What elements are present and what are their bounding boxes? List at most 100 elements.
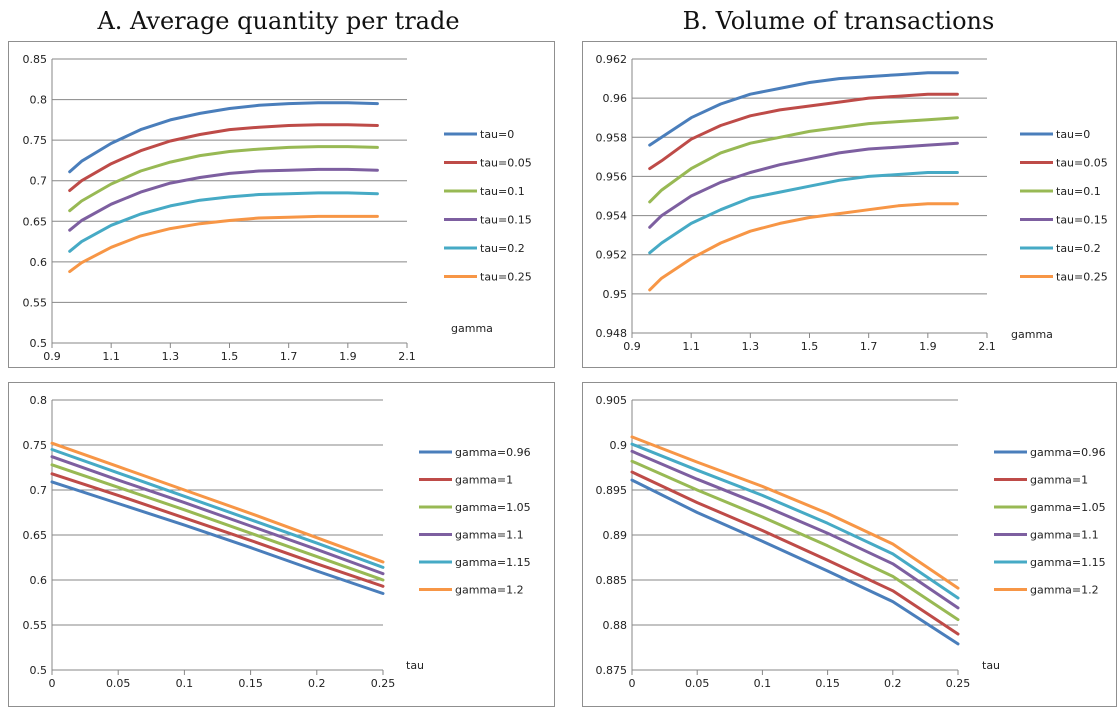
x-axis-label: tau [982,659,1000,672]
x-tick-label: 0.9 [623,340,641,353]
y-tick-label: 0.958 [596,131,628,144]
x-axis-label: tau [406,659,424,672]
series-line-3 [68,167,379,232]
x-tick-label: 1.7 [860,340,878,353]
legend-label: gamma=1.05 [455,501,531,514]
series-line-0 [68,101,379,174]
legend-label: tau=0.2 [480,242,525,255]
x-tick-label: 1.5 [801,340,819,353]
series-line-2 [68,145,379,213]
x-tick-label: 0.1 [754,677,772,690]
y-tick-label: 0.6 [30,574,48,587]
y-tick-label: 0.956 [596,170,628,183]
y-tick-label: 0.948 [596,327,628,340]
legend-label: tau=0.2 [1056,242,1101,255]
y-tick-label: 0.905 [596,394,628,407]
chart-volume-vs-tau: 0.875 0.88 0.885 0.89 0.895 0.9 0.905 0 0.05 0.1 0… [596,394,1106,690]
legend-label: gamma=0.96 [1030,446,1106,459]
series-line-0 [630,478,960,646]
x-tick-label: 1.7 [280,350,298,363]
legend-label: tau=0.1 [1056,185,1101,198]
legend-label: tau=0.25 [1056,271,1108,284]
series-line-4 [630,442,960,600]
y-tick-label: 0.65 [23,215,48,228]
x-tick-label: 1.1 [102,350,120,363]
legend-label: tau=0.25 [480,271,532,284]
column-title-b: B. Volume of transactions [682,7,995,35]
x-tick-label: 0.2 [308,677,326,690]
y-tick-label: 0.7 [30,484,48,497]
series-line-3 [50,455,385,576]
x-tick-label: 2.1 [398,350,416,363]
x-tick-label: 0.9 [43,350,61,363]
y-tick-label: 0.89 [603,529,628,542]
series-line-0 [648,71,959,147]
y-tick-label: 0.96 [603,92,628,105]
legend-label: tau=0 [480,128,514,141]
legend-label: gamma=1.1 [1030,529,1099,542]
y-tick-label: 0.85 [23,53,48,66]
x-tick-label: 0.2 [884,677,902,690]
y-tick-label: 0.954 [596,210,628,223]
chart-avg-quantity-vs-tau: 0.5 0.55 0.6 0.65 0.7 0.75 0.8 0 0.05 0.1 0.15 0.2 0… [23,394,531,690]
series-line-0 [50,480,385,595]
legend-label: gamma=1.05 [1030,501,1106,514]
legend-label: tau=0.05 [1056,157,1108,170]
x-tick-label: 1.1 [682,340,700,353]
x-tick-label: 0.1 [176,677,194,690]
y-tick-label: 0.95 [603,288,628,301]
series-line-1 [50,472,385,588]
y-tick-label: 0.895 [596,484,628,497]
x-tick-label: 1.9 [919,340,937,353]
legend-label: gamma=1.15 [455,556,531,569]
legend-label: gamma=0.96 [455,446,531,459]
x-tick-label: 0 [49,677,56,690]
y-tick-label: 0.952 [596,249,628,262]
x-tick-label: 0.05 [685,677,710,690]
legend-label: gamma=1.1 [455,529,524,542]
series-line-3 [630,449,960,610]
x-axis-label: gamma [1011,328,1053,341]
y-tick-label: 0.75 [23,134,48,147]
legend-label: tau=0.15 [1056,214,1108,227]
legend-label: gamma=1.2 [1030,584,1099,597]
legend-label: tau=0.1 [480,185,525,198]
series-line-1 [630,470,960,636]
series-line-4 [50,448,385,569]
x-tick-label: 0.15 [815,677,840,690]
series-line-1 [68,123,379,192]
y-tick-label: 0.9 [610,439,628,452]
legend-label: gamma=1.2 [455,584,524,597]
y-tick-label: 0.885 [596,574,628,587]
y-tick-label: 0.75 [23,439,48,452]
legend-label: gamma=1.15 [1030,556,1106,569]
legend-label: gamma=1 [1030,474,1088,487]
y-tick-label: 0.875 [596,664,628,677]
x-tick-label: 0.25 [946,677,971,690]
x-tick-label: 1.3 [162,350,180,363]
x-tick-label: 0.05 [106,677,131,690]
chart-panel-volume-vs-gamma: 0.948 0.95 0.952 0.954 0.956 0.958 0.96 0.962 0.… [582,41,1117,368]
y-tick-label: 0.5 [30,337,48,350]
chart-panel-avg-quantity-vs-tau: 0.5 0.55 0.6 0.65 0.7 0.75 0.8 0 0.05 0.1 0.15 0.2 0… [8,382,555,707]
series-line-5 [630,435,960,590]
series-line-5 [648,202,959,292]
y-tick-label: 0.88 [603,619,628,632]
series-line-2 [50,463,385,582]
chart-panel-avg-quantity-vs-gamma: 0.5 0.55 0.6 0.65 0.7 0.75 0.8 0.85 0.9 1.1 1.3 1.5… [8,41,555,368]
series-line-4 [648,171,959,255]
legend-label: tau=0 [1056,128,1090,141]
legend-label: tau=0.05 [480,157,532,170]
x-tick-label: 1.5 [221,350,239,363]
y-tick-label: 0.962 [596,53,628,66]
y-tick-label: 0.55 [23,619,48,632]
y-tick-label: 0.8 [30,394,48,407]
x-axis-label: gamma [451,322,493,335]
y-tick-label: 0.5 [30,664,48,677]
series-line-1 [648,92,959,171]
series-line-4 [68,191,379,253]
x-tick-label: 0 [629,677,636,690]
chart-volume-vs-gamma: 0.948 0.95 0.952 0.954 0.956 0.958 0.96 0.962 0.… [596,53,1108,353]
column-title-a: A. Average quantity per trade [97,7,460,35]
y-tick-label: 0.65 [23,529,48,542]
